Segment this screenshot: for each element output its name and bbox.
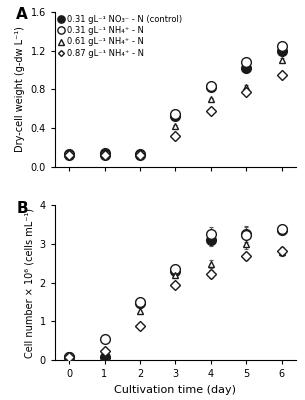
Y-axis label: Cell number × 10⁶ (cells mL⁻¹): Cell number × 10⁶ (cells mL⁻¹): [24, 208, 34, 358]
X-axis label: Cultivation time (day): Cultivation time (day): [114, 384, 236, 394]
Y-axis label: Dry-cell weight (g-dw L⁻¹): Dry-cell weight (g-dw L⁻¹): [15, 26, 25, 152]
Legend: 0.31 gL⁻¹ NO₃⁻ - N (control), 0.31 gL⁻¹ NH₄⁺ - N, 0.61 gL⁻¹ NH₄⁺ - N, 0.87 gL⁻¹ : 0.31 gL⁻¹ NO₃⁻ - N (control), 0.31 gL⁻¹ …: [57, 14, 182, 58]
Text: A: A: [16, 7, 28, 22]
Text: B: B: [16, 201, 28, 216]
